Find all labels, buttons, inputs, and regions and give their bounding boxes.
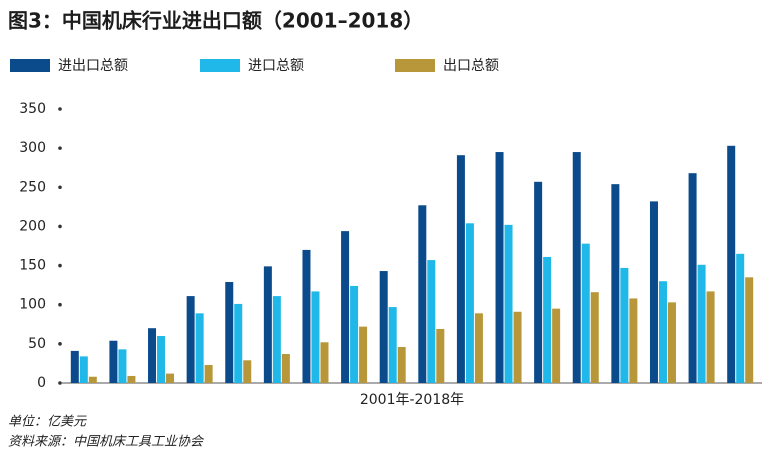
bar (745, 277, 754, 383)
bar (727, 145, 736, 383)
bar (388, 307, 397, 383)
y-tick-label: 0 (37, 375, 46, 391)
legend-swatch (200, 59, 240, 72)
y-tick-label: 250 (19, 179, 46, 195)
bar (456, 155, 465, 383)
bar (397, 346, 406, 383)
bar (543, 256, 552, 383)
source-note: 资料来源：中国机床工具工业协会 (8, 435, 205, 450)
y-tick-mark (58, 342, 62, 346)
legend-swatch (395, 59, 435, 72)
y-tick-mark (58, 302, 62, 307)
bar (581, 243, 590, 383)
bar (658, 281, 667, 383)
bar (79, 356, 88, 383)
bar (706, 291, 715, 383)
bar (534, 181, 543, 383)
bar (688, 173, 697, 383)
legend-label: 出口总额 (443, 58, 499, 74)
bar (109, 340, 118, 383)
bar (504, 224, 513, 383)
bar (552, 308, 561, 383)
bar (667, 302, 676, 383)
bar (195, 313, 204, 383)
y-tick-mark (58, 185, 62, 190)
bar (166, 373, 175, 383)
bar (474, 313, 483, 383)
bar (118, 349, 127, 383)
bar (243, 360, 252, 383)
y-tick-mark (58, 263, 62, 268)
bar (427, 260, 436, 383)
bar (272, 296, 281, 383)
bar (148, 328, 157, 383)
y-tick-label: 200 (19, 218, 46, 234)
y-tick-label: 150 (19, 258, 46, 274)
bar (465, 223, 474, 383)
bar (572, 152, 581, 383)
bar (620, 267, 629, 383)
bar (436, 328, 445, 383)
bar (311, 291, 320, 383)
bar (495, 152, 504, 383)
bar (157, 336, 166, 383)
bar (263, 266, 272, 383)
bar (70, 350, 79, 383)
bar (225, 282, 234, 383)
bar (350, 285, 359, 383)
bar (320, 342, 329, 383)
bar (186, 296, 195, 383)
bar (590, 292, 599, 383)
bar (513, 311, 522, 383)
bar (88, 376, 97, 383)
chart-title: 图3：中国机床行业进出口额（2001–2018） (8, 9, 423, 33)
y-tick-label: 50 (28, 336, 46, 352)
bar (611, 184, 620, 383)
bar (359, 326, 368, 383)
y-tick-label: 300 (19, 140, 46, 156)
bar (379, 271, 388, 383)
y-tick-mark (58, 146, 62, 150)
bar (234, 303, 243, 383)
y-tick-label: 100 (19, 297, 46, 313)
bar (204, 364, 213, 383)
bar (127, 375, 136, 383)
bar (418, 205, 427, 383)
unit-note: 单位：亿美元 (8, 414, 87, 430)
bar (629, 298, 638, 383)
bar (341, 231, 350, 383)
y-tick-mark (58, 224, 62, 229)
bar (281, 354, 290, 383)
legend-swatch (10, 59, 50, 72)
legend-label: 进出口总额 (58, 58, 128, 74)
bar (302, 249, 311, 383)
y-tick-mark (58, 381, 62, 385)
bar (736, 253, 745, 383)
bar (649, 201, 658, 383)
x-axis-label: 2001年-2018年 (360, 392, 464, 408)
y-tick-label: 350 (19, 101, 46, 117)
bar (697, 264, 706, 383)
y-tick-mark (58, 107, 62, 111)
legend-label: 进口总额 (248, 58, 304, 74)
